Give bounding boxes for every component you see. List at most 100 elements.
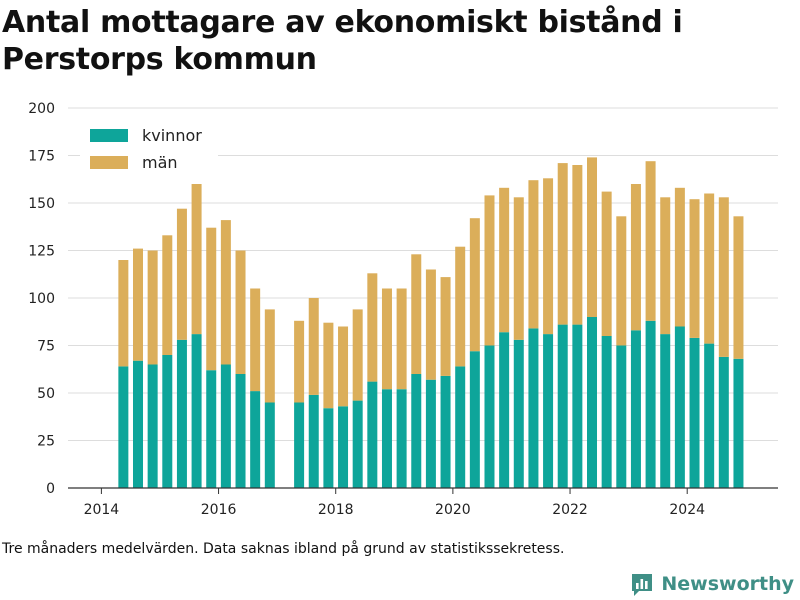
bar-kvinnor xyxy=(338,406,349,488)
bars xyxy=(118,157,744,488)
bar-man xyxy=(733,216,744,359)
bar-kvinnor xyxy=(294,402,305,488)
bar-kvinnor xyxy=(484,345,495,488)
brand-logo[interactable]: Newsworthy xyxy=(630,569,794,599)
y-tick-label: 50 xyxy=(37,386,55,402)
bar-kvinnor xyxy=(367,381,378,488)
bar-man xyxy=(381,288,392,390)
bar-kvinnor xyxy=(147,364,158,488)
legend-swatch xyxy=(90,129,128,142)
bar-kvinnor xyxy=(587,317,598,488)
bar-kvinnor xyxy=(660,334,671,488)
bar-kvinnor xyxy=(176,339,187,488)
bar-kvinnor xyxy=(469,351,480,488)
bar-kvinnor xyxy=(220,364,231,488)
x-axis: 2014 2016 2018 2020 2022 2024 xyxy=(68,487,778,518)
bar-kvinnor xyxy=(133,360,144,488)
bar-kvinnor xyxy=(528,328,539,488)
bar-man xyxy=(250,288,261,392)
bar-man xyxy=(338,326,349,407)
legend-label: kvinnor xyxy=(142,126,202,145)
bar-man xyxy=(323,322,334,409)
bar-kvinnor xyxy=(513,339,524,488)
bar-man xyxy=(718,197,729,357)
bar-kvinnor xyxy=(323,408,334,488)
legend-swatch xyxy=(90,156,128,169)
y-tick-label: 100 xyxy=(28,291,55,307)
bar-kvinnor xyxy=(601,336,612,488)
bar-man xyxy=(176,208,187,340)
bar-kvinnor xyxy=(455,366,466,488)
bar-man xyxy=(118,260,129,367)
bar-man xyxy=(440,277,451,376)
bar-kvinnor xyxy=(630,330,641,488)
y-tick-label: 200 xyxy=(28,101,55,117)
y-tick-label: 0 xyxy=(46,481,55,497)
bar-man xyxy=(308,298,319,395)
x-tick-label: 2016 xyxy=(201,502,237,518)
bar-man xyxy=(572,165,583,325)
bar-man xyxy=(235,250,246,374)
chart-title: Antal mottagare av ekonomiskt bistånd i … xyxy=(2,5,683,77)
bar-kvinnor xyxy=(308,394,319,488)
bar-kvinnor xyxy=(191,334,202,488)
bar-man xyxy=(557,163,568,325)
bar-man xyxy=(689,199,700,338)
bar-man xyxy=(220,220,231,365)
x-tick-label: 2018 xyxy=(318,502,354,518)
bar-man xyxy=(630,184,641,331)
bar-man xyxy=(674,187,685,327)
y-tick-label: 75 xyxy=(37,339,55,355)
bar-man xyxy=(616,216,627,346)
bar-kvinnor xyxy=(645,320,656,488)
bar-man xyxy=(133,248,144,361)
bar-man xyxy=(704,193,715,344)
bar-man xyxy=(367,273,378,382)
bar-man xyxy=(528,180,539,329)
bar-man xyxy=(425,269,436,380)
bar-man xyxy=(191,184,202,335)
bar-kvinnor xyxy=(118,366,129,488)
bar-kvinnor xyxy=(572,324,583,488)
bar-man xyxy=(352,309,363,401)
bar-kvinnor xyxy=(718,356,729,488)
y-tick-label: 150 xyxy=(28,196,55,212)
bar-man xyxy=(499,187,510,333)
bar-man xyxy=(396,288,407,390)
bar-kvinnor xyxy=(689,337,700,488)
x-tick-label: 2020 xyxy=(435,502,471,518)
bar-man xyxy=(645,161,656,321)
legend-label: män xyxy=(142,153,178,172)
bar-man xyxy=(162,235,173,355)
bar-kvinnor xyxy=(616,345,627,488)
bar-kvinnor xyxy=(352,400,363,488)
bar-man xyxy=(469,218,480,352)
bar-kvinnor xyxy=(411,374,422,488)
bar-kvinnor xyxy=(396,389,407,488)
y-tick-label: 175 xyxy=(28,149,55,165)
bar-man xyxy=(264,309,275,403)
bar-kvinnor xyxy=(206,370,217,488)
bar-chart-logo-icon xyxy=(632,574,653,596)
legend: kvinnor män xyxy=(80,120,218,176)
bar-kvinnor xyxy=(543,334,554,488)
x-tick-label: 2024 xyxy=(669,502,705,518)
y-tick-label: 125 xyxy=(28,244,55,260)
bar-kvinnor xyxy=(425,379,436,488)
x-tick-label: 2014 xyxy=(84,502,120,518)
bar-man xyxy=(147,250,158,365)
bar-man xyxy=(543,178,554,335)
bar-kvinnor xyxy=(557,324,568,488)
bar-kvinnor xyxy=(250,391,261,488)
bar-kvinnor xyxy=(674,326,685,488)
bar-man xyxy=(587,157,598,317)
bar-man xyxy=(484,195,495,346)
brand-name: Newsworthy xyxy=(661,573,794,595)
bar-kvinnor xyxy=(162,355,173,488)
bar-kvinnor xyxy=(235,374,246,488)
bar-kvinnor xyxy=(704,343,715,488)
bar-man xyxy=(294,320,305,403)
bar-man xyxy=(206,227,217,371)
y-axis-ticks: 0 25 50 75 100 125 150 175 200 xyxy=(28,101,55,497)
bar-man xyxy=(411,254,422,374)
